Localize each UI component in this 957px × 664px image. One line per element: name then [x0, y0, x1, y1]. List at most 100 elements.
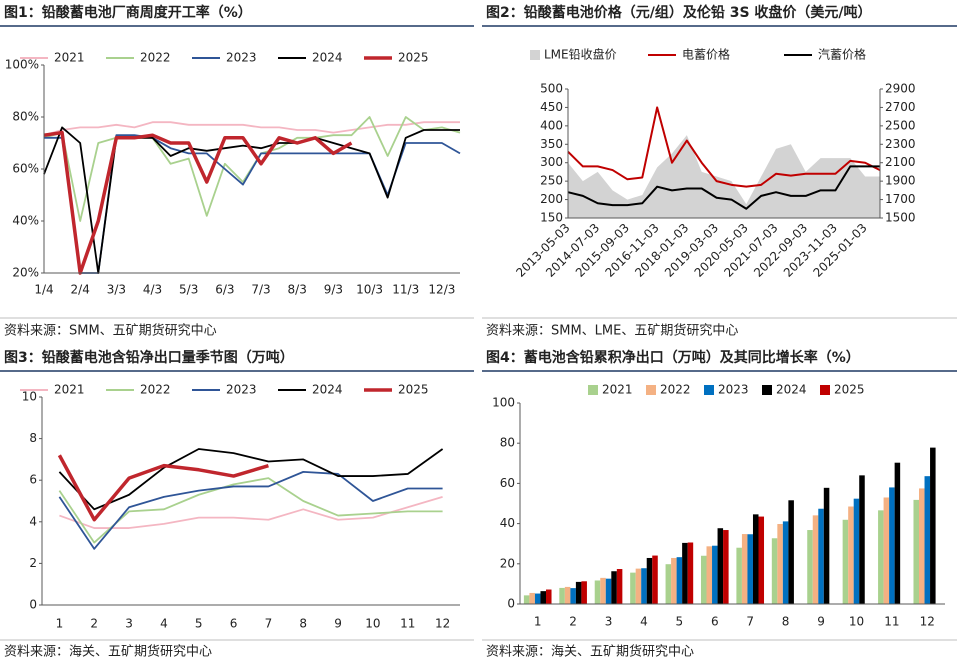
y2-tick-label: 1500 — [885, 211, 916, 225]
bar — [671, 557, 677, 604]
bar — [575, 581, 582, 604]
y-tick-label: 20% — [12, 266, 39, 280]
bar — [630, 572, 636, 604]
x-tick-label: 3 — [605, 615, 613, 629]
y-tick-label: 80 — [500, 436, 515, 450]
line — [59, 495, 443, 529]
bar — [594, 580, 601, 604]
bar — [788, 500, 794, 604]
y2-tick-label: 1700 — [885, 192, 916, 206]
x-tick-label: 2 — [90, 617, 98, 631]
legend-swatch — [588, 385, 598, 395]
bar — [894, 462, 901, 604]
bar — [682, 542, 688, 604]
bar — [782, 521, 789, 604]
y-tick-label: 60% — [12, 162, 39, 176]
y-tick-label: 60 — [500, 476, 515, 490]
bar — [564, 586, 571, 604]
legend-swatch — [820, 385, 830, 395]
x-tick-label: 2 — [569, 615, 577, 629]
y2-tick-label: 2700 — [885, 100, 916, 114]
legend-label: 2025 — [398, 51, 429, 65]
bar — [883, 497, 890, 604]
x-tick-label: 1 — [534, 615, 542, 629]
y2-tick-label: 1900 — [885, 174, 916, 188]
x-tick-label: 3/3 — [107, 283, 126, 297]
bar — [930, 447, 936, 604]
x-tick-label: 7 — [746, 615, 754, 629]
legend-label: 2024 — [776, 383, 807, 397]
x-tick-label: 9 — [334, 617, 342, 631]
bar — [747, 534, 753, 604]
bar — [736, 547, 742, 604]
legend-swatch — [704, 385, 714, 395]
y-tick-label: 0 — [29, 598, 37, 612]
bar — [842, 519, 849, 604]
y-tick-label: 200 — [540, 192, 563, 206]
x-tick-label: 8/3 — [288, 283, 307, 297]
x-tick-label: 7 — [265, 617, 273, 631]
area — [568, 135, 880, 218]
bar — [712, 545, 718, 604]
y-tick-label: 150 — [540, 211, 563, 225]
y-tick-label: 8 — [29, 431, 37, 445]
x-tick-label: 9/3 — [324, 283, 343, 297]
x-tick-label: 4/3 — [143, 283, 162, 297]
x-tick-label: 10/3 — [356, 283, 383, 297]
y-tick-label: 100% — [5, 58, 39, 72]
source-note: 资料来源：海关、五矿期货研究中心 — [4, 644, 212, 660]
legend-label: 2023 — [226, 383, 257, 397]
y2-tick-label: 2500 — [885, 118, 916, 132]
line — [43, 121, 460, 137]
x-tick-label: 4 — [160, 617, 168, 631]
y-tick-label: 100 — [492, 396, 515, 410]
legend-label: 2025 — [398, 383, 429, 397]
legend-label: 2022 — [140, 51, 171, 65]
x-tick-label: 5 — [195, 617, 203, 631]
bar — [641, 568, 647, 604]
bar — [676, 557, 683, 604]
legend-label: 电蓄价格 — [682, 47, 730, 62]
x-tick-label: 12 — [435, 617, 450, 631]
y2-tick-label: 2900 — [885, 82, 916, 96]
bar — [652, 555, 658, 604]
line — [43, 126, 460, 274]
bar — [687, 542, 694, 604]
bar — [812, 515, 819, 604]
bar — [823, 487, 830, 604]
bar — [723, 530, 729, 604]
x-tick-label: 11 — [400, 617, 415, 631]
y2-tick-label: 2300 — [885, 137, 916, 151]
x-tick-label: 11/3 — [392, 283, 419, 297]
source-note: 资料来源：海关、五矿期货研究中心 — [486, 644, 694, 660]
legend-label: 2021 — [54, 51, 85, 65]
bar — [853, 498, 860, 604]
bar — [859, 475, 865, 604]
y-tick-label: 40 — [500, 516, 515, 530]
x-tick-label: 8 — [299, 617, 307, 631]
bar — [581, 581, 587, 604]
y-tick-label: 6 — [29, 473, 37, 487]
y-tick-label: 450 — [540, 100, 563, 114]
source-note: 资料来源：SMM、LME、五矿期货研究中心 — [486, 323, 738, 339]
bar — [570, 588, 576, 604]
bar — [600, 577, 606, 604]
x-tick-label: 3 — [125, 617, 133, 631]
line — [58, 477, 443, 544]
bar — [635, 568, 642, 604]
bar — [807, 530, 813, 604]
legend-label: 2023 — [718, 383, 749, 397]
legend-label: 2024 — [312, 383, 343, 397]
x-tick-label: 4 — [640, 615, 648, 629]
bar — [529, 592, 535, 604]
bar — [646, 557, 653, 604]
legend-label: 2023 — [226, 51, 257, 65]
x-tick-label: 12 — [920, 615, 935, 629]
bar — [534, 593, 541, 604]
bar — [616, 569, 623, 604]
bar — [700, 555, 707, 604]
legend-swatch — [530, 50, 540, 60]
panel-title: 图4：蓄电池含铅累积净出口（万吨）及其同比增长率（%） — [486, 349, 860, 366]
